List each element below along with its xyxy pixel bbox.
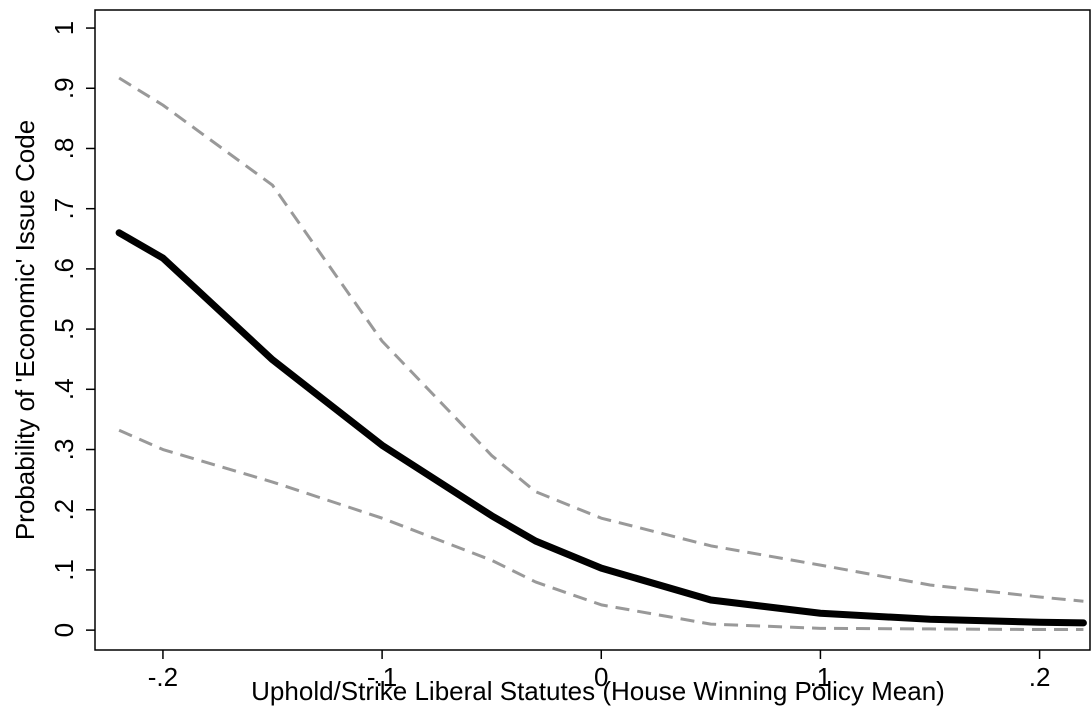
x-tick-label: -.2 [148, 662, 178, 692]
x-tick-label: .2 [1029, 662, 1051, 692]
y-tick-label: .7 [49, 198, 79, 220]
x-tick-label: -.1 [367, 662, 397, 692]
y-tick-label: 1 [49, 21, 79, 35]
y-tick-label: .6 [49, 258, 79, 280]
y-tick-label: 0 [49, 623, 79, 637]
y-tick-label: .1 [49, 559, 79, 581]
x-tick-label: 0 [594, 662, 608, 692]
y-axis-title: Probability of 'Economic' Issue Code [10, 120, 40, 540]
y-tick-label: .9 [49, 77, 79, 99]
y-tick-label: .8 [49, 138, 79, 160]
y-tick-label: .4 [49, 378, 79, 400]
ci-line [118, 76, 1084, 603]
x-axis-title: Uphold/Strike Liberal Statutes (House Wi… [251, 676, 945, 706]
plot-frame [94, 9, 1091, 651]
y-tick-label: .5 [49, 318, 79, 340]
y-tick-label: .2 [49, 499, 79, 521]
mean-line [115, 229, 1087, 627]
x-tick-label: .1 [810, 662, 832, 692]
ci-line [118, 428, 1084, 632]
y-tick-label: .3 [49, 439, 79, 461]
